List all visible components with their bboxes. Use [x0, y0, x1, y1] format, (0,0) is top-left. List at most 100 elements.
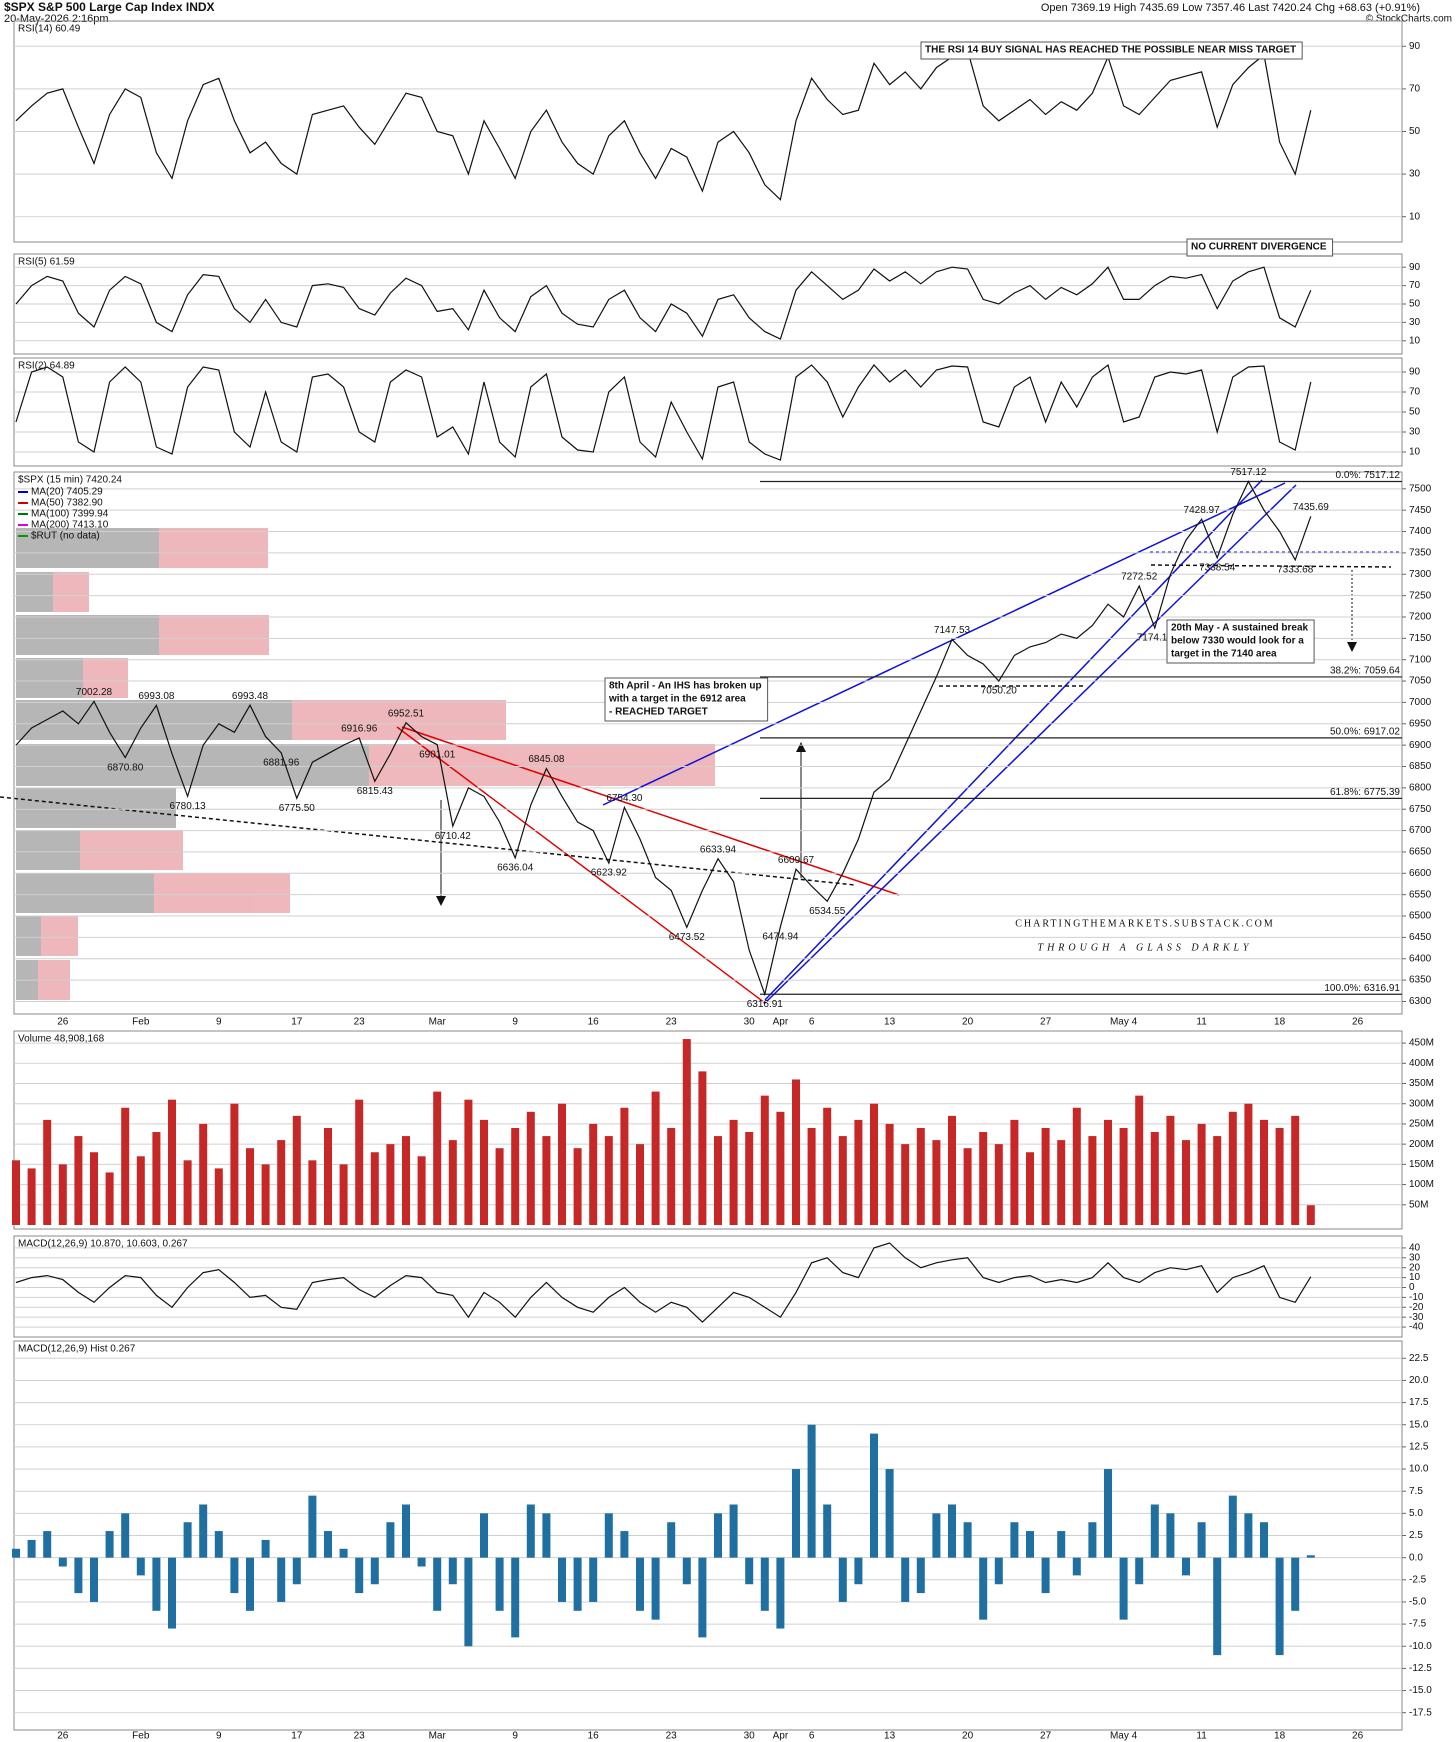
bar	[12, 1160, 20, 1225]
x-tick-label: Apr	[773, 1731, 789, 1742]
bar	[1010, 1522, 1019, 1558]
bar	[370, 1152, 379, 1225]
value-label: 7050.20	[981, 686, 1018, 697]
x-tick-label: 23	[666, 1731, 678, 1742]
y-tick-label: 70	[1409, 84, 1421, 95]
series-line	[15, 1242, 1312, 1323]
bar	[698, 1071, 707, 1225]
value-label: 6870.80	[107, 762, 144, 773]
bar	[464, 1099, 473, 1225]
bar	[448, 1557, 457, 1585]
bar	[308, 1495, 317, 1558]
series-line	[15, 49, 1312, 201]
y-tick-label: 90	[1409, 262, 1421, 273]
bar	[230, 1103, 239, 1225]
x-tick-label: 11	[1196, 1731, 1207, 1742]
value-label: 6534.55	[809, 906, 846, 917]
panel-title: RSI(14) 60.49	[18, 24, 81, 35]
quote: Open 7369.19 High 7435.69 Low 7357.46 La…	[1041, 2, 1420, 14]
bar	[932, 1140, 941, 1225]
y-tick-label: 30	[1409, 427, 1421, 438]
bar	[1244, 1513, 1253, 1558]
value-label: 6473.52	[669, 932, 706, 943]
x-tick-label: 16	[588, 1017, 600, 1028]
bar	[324, 1531, 332, 1558]
bar	[339, 1548, 348, 1558]
bar	[573, 1148, 582, 1225]
bar	[1104, 1469, 1112, 1558]
bar	[402, 1136, 410, 1225]
panel-title: $SPX (15 min) 7420.24	[18, 475, 122, 486]
bar	[636, 1557, 644, 1611]
annotation-box	[604, 677, 769, 722]
y-tick-label: -7.5	[1409, 1619, 1427, 1630]
bar	[1135, 1095, 1144, 1225]
date: 20-May-2026 2:16pm	[4, 13, 109, 25]
y-tick-label: 7100	[1409, 654, 1432, 665]
bar	[417, 1156, 426, 1225]
bar	[1119, 1127, 1128, 1225]
x-tick-label: 26	[1352, 1731, 1364, 1742]
bar	[823, 1107, 832, 1225]
volume-profile	[16, 528, 715, 1000]
series-line	[15, 266, 1312, 340]
y-tick-label: 6900	[1409, 740, 1432, 751]
bar	[589, 1123, 598, 1225]
bar	[1275, 1557, 1284, 1656]
bar	[932, 1513, 941, 1558]
value-label: 6633.94	[700, 844, 737, 855]
value-label: 6474.94	[762, 931, 799, 942]
y-tick-label: 7400	[1409, 526, 1432, 537]
y-tick-label: 70	[1409, 387, 1421, 398]
bar	[526, 1111, 535, 1225]
x-tick-label: Apr	[773, 1017, 789, 1028]
value-label: 6623.92	[591, 868, 628, 879]
x-tick-label: 9	[512, 1731, 518, 1742]
bar	[214, 1168, 223, 1225]
bar	[994, 1557, 1003, 1585]
bar	[1104, 1119, 1112, 1225]
x-tick-label: 20	[962, 1731, 974, 1742]
value-label: 6636.04	[497, 863, 534, 874]
bar	[1306, 1555, 1315, 1558]
x-tick-label: 13	[884, 1731, 896, 1742]
y-tick-label: 40	[1409, 1243, 1421, 1254]
series-line	[15, 480, 1312, 997]
y-tick-label: 6750	[1409, 804, 1432, 815]
legend-label: MA(200) 7413.10	[31, 520, 109, 531]
y-tick-label: 5.0	[1409, 1508, 1423, 1519]
bar	[870, 1103, 878, 1225]
bar	[1150, 1504, 1159, 1558]
legend-label: MA(20) 7405.29	[31, 487, 103, 498]
annotation-text: below 7330 would look for a	[1171, 636, 1304, 647]
value-label: 6775.50	[279, 803, 316, 814]
y-tick-label: -40	[1409, 1322, 1424, 1333]
y-tick-label: 6500	[1409, 911, 1432, 922]
bar	[542, 1136, 551, 1225]
bar	[760, 1557, 769, 1611]
annotation-text: NO CURRENT DIVERGENCE	[1191, 242, 1327, 253]
bar	[183, 1160, 192, 1225]
bar	[1182, 1557, 1190, 1576]
bar	[277, 1140, 286, 1225]
x-tick-label: 17	[291, 1017, 303, 1028]
bar	[355, 1099, 364, 1225]
bar	[916, 1127, 925, 1225]
bar	[994, 1144, 1003, 1225]
y-tick-label: -5.0	[1409, 1597, 1427, 1608]
y-tick-label: 15.0	[1409, 1419, 1429, 1430]
bar	[1010, 1119, 1019, 1225]
bar	[1228, 1111, 1237, 1225]
bar	[308, 1160, 317, 1225]
annotation-text: target in the 7140 area	[1171, 649, 1277, 660]
y-tick-label: 7250	[1409, 590, 1432, 601]
bar	[90, 1557, 98, 1602]
y-tick-label: 12.5	[1409, 1442, 1429, 1453]
x-tick-label: 23	[666, 1017, 678, 1028]
y-tick-label: 6700	[1409, 825, 1432, 836]
fib-label: 0.0%: 7517.12	[1336, 470, 1401, 481]
annotation-text: 8th April - An IHS has broken up	[609, 681, 762, 692]
bar	[651, 1557, 660, 1620]
x-tick-label: 6	[809, 1017, 815, 1028]
